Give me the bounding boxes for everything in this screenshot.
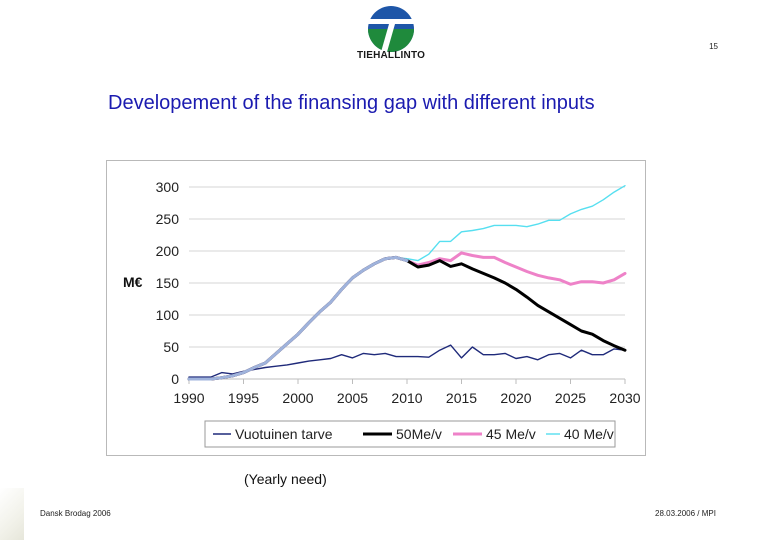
x-tick-label: 2030 (609, 390, 640, 406)
logo-stem (381, 24, 395, 52)
page-number: 15 (709, 42, 718, 51)
series-line-vuotuinen-tarve (188, 344, 626, 378)
axis-layer: 0 50 100 150 200 250 300 1990 1995 2000 2005 2010 20… (156, 179, 641, 406)
legend-label-45-me-v: 45 Me/v (486, 426, 536, 442)
x-tick-label: 2000 (282, 390, 313, 406)
x-tick-label: 2005 (337, 390, 368, 406)
x-tick-label: 2020 (500, 390, 531, 406)
x-tick-label: 2025 (555, 390, 586, 406)
y-tick-label: 300 (156, 179, 180, 195)
page-title: Developement of the finansing gap with d… (108, 92, 595, 114)
y-tick-label: 0 (171, 371, 179, 387)
series-line-40-me-v (188, 185, 626, 380)
footer-right: 28.03.2006 / MPI (655, 509, 716, 518)
chart-frame: 0 50 100 150 200 250 300 1990 1995 2000 2005 2010 20… (106, 160, 646, 456)
y-axis-label: M€ (123, 274, 143, 290)
legend-label-40-me-v: 40 Me/v (564, 426, 614, 442)
grid-layer (189, 186, 625, 380)
chart-caption: (Yearly need) (244, 471, 327, 487)
legend-label-50me-v: 50Me/v (396, 426, 442, 442)
series-line-shared-path (187, 255, 409, 381)
logo-text: TIEHALLINTO (356, 50, 426, 61)
legend: Vuotuinen tarve 50Me/v 45 Me/v 40 Me/v (204, 420, 616, 448)
x-tick-label: 2010 (391, 390, 422, 406)
y-tick-label: 150 (156, 275, 180, 291)
logo-bar (368, 19, 414, 24)
series-line-45-me-v (187, 251, 627, 381)
series-line-50me-v (187, 255, 627, 381)
footer-left: Dansk Brodag 2006 (40, 509, 111, 518)
x-tick-label: 1995 (228, 390, 259, 406)
y-tick-label: 200 (156, 243, 180, 259)
logo-lower-half (368, 29, 414, 52)
y-tick-label: 50 (163, 339, 179, 355)
legend-label-vuotuinen-tarve: Vuotuinen tarve (235, 426, 333, 442)
line-chart: 0 50 100 150 200 250 300 1990 1995 2000 2005 2010 20… (123, 179, 641, 448)
x-tick-label: 2015 (446, 390, 477, 406)
tiehallinto-logo (368, 6, 414, 52)
series-layer (187, 185, 627, 381)
y-tick-label: 250 (156, 211, 180, 227)
footer-decoration (0, 488, 24, 540)
x-tick-label: 1990 (173, 390, 204, 406)
y-tick-label: 100 (156, 307, 180, 323)
